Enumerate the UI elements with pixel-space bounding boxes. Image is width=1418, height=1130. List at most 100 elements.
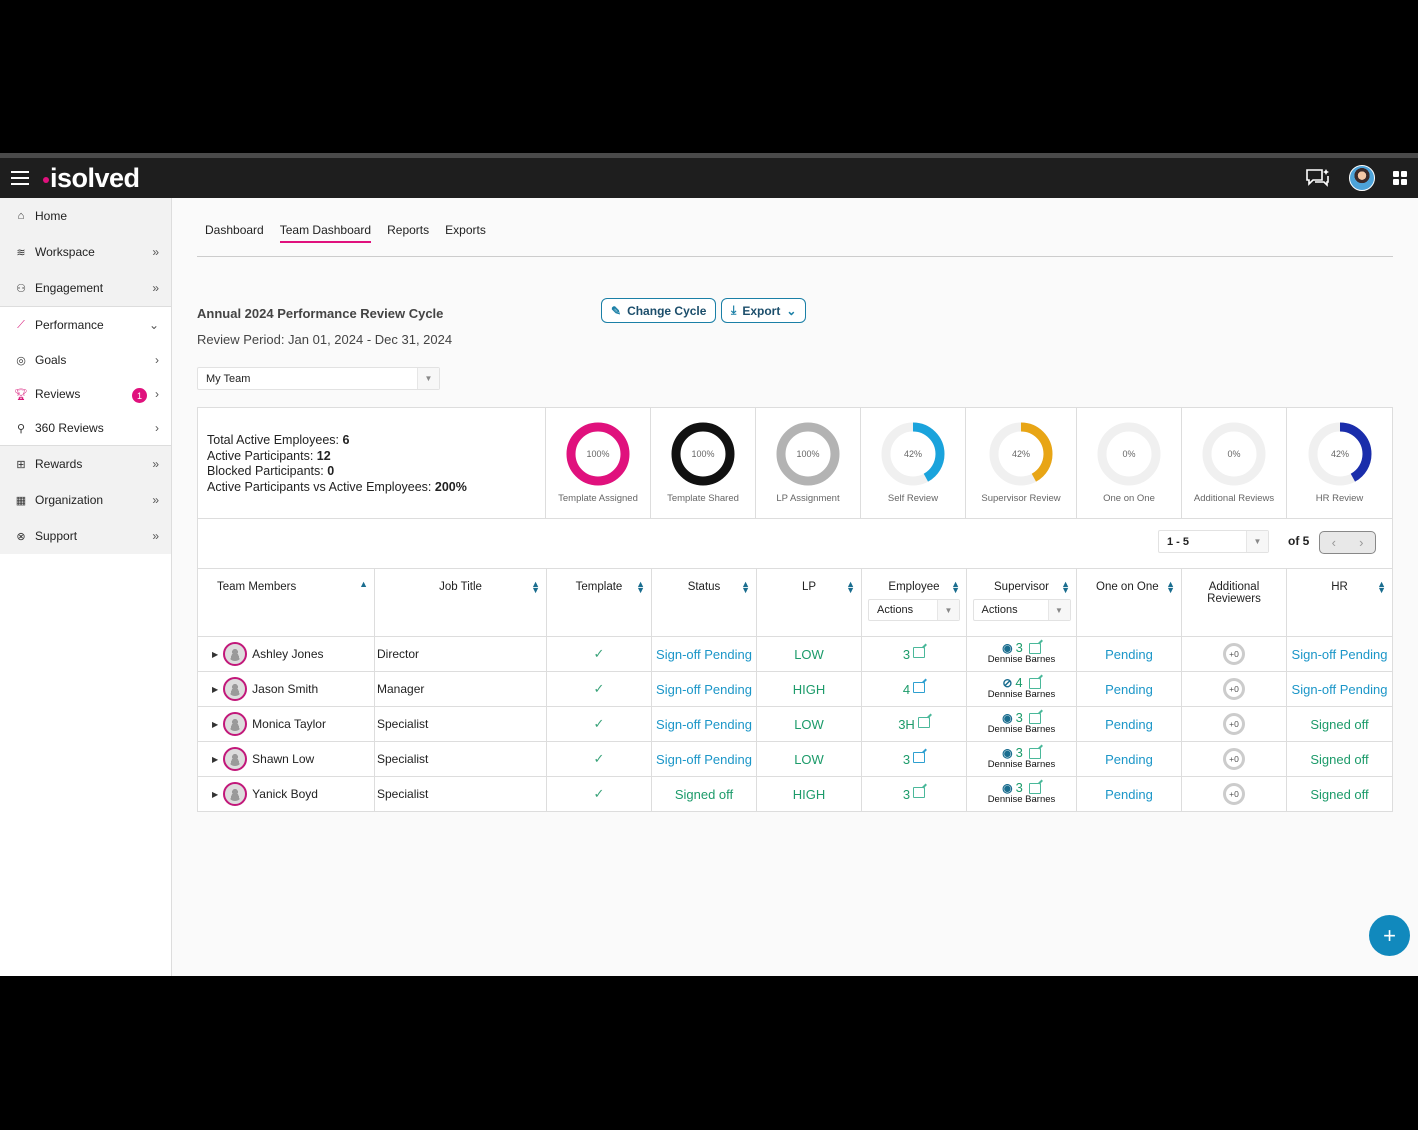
cell-additional[interactable]: +0 — [1181, 776, 1287, 812]
expand-row-icon[interactable]: ▶ — [212, 754, 219, 764]
sort-icon[interactable]: ▲ ▼ — [846, 579, 855, 595]
table-row[interactable]: ▶ Shawn Low Specialist ✓ Sign-off Pending… — [197, 741, 1393, 777]
sort-icon[interactable]: ▲ ▼ — [531, 579, 540, 595]
cell-status[interactable]: Sign-off Pending — [651, 741, 757, 777]
edit-icon[interactable] — [1028, 782, 1041, 794]
sidebar-item-organization[interactable]: ▦ Organization » — [0, 482, 171, 518]
table-row[interactable]: ▶ Monica Taylor Specialist ✓ Sign-off Pen… — [197, 706, 1393, 742]
table-row[interactable]: ▶ Jason Smith Manager ✓ Sign-off Pending … — [197, 671, 1393, 707]
cell-employee[interactable]: 3 — [861, 776, 967, 812]
sort-icon[interactable]: ▲ ▼ — [741, 579, 750, 595]
member-name[interactable]: Ashley Jones — [252, 647, 324, 661]
sort-icon[interactable]: ▲ ▼ — [1377, 579, 1386, 595]
sort-icon[interactable]: ▲ ▼ — [636, 579, 645, 595]
sort-icon[interactable]: ▲ ▼ — [951, 579, 960, 595]
edit-icon[interactable] — [1028, 642, 1041, 654]
col-status[interactable]: Status ▲ ▼ — [651, 568, 757, 637]
col-employee[interactable]: Employee ▲ ▼ Actions ▼ — [861, 568, 967, 637]
tab-team-dashboard[interactable]: Team Dashboard — [279, 223, 372, 243]
col-team-members[interactable]: Team Members ▲ — [197, 568, 375, 637]
expand-row-icon[interactable]: ▶ — [212, 789, 219, 799]
sidebar-item-workspace[interactable]: ≋ Workspace » — [0, 234, 171, 270]
member-name[interactable]: Monica Taylor — [252, 717, 326, 731]
eye-icon[interactable]: ◉ — [1002, 746, 1013, 760]
page-range-select[interactable]: 1 - 5 ▼ — [1158, 530, 1269, 553]
col-hr[interactable]: HR ▲ ▼ — [1286, 568, 1393, 637]
cell-supervisor[interactable]: ◉ 3 Dennise Barnes — [966, 741, 1077, 777]
col-template[interactable]: Template ▲ ▼ — [546, 568, 652, 637]
cell-one-on-one[interactable]: Pending — [1076, 741, 1182, 777]
member-name[interactable]: Yanick Boyd — [252, 787, 318, 801]
cell-status[interactable]: Sign-off Pending — [651, 706, 757, 742]
cell-hr[interactable]: Signed off — [1286, 741, 1393, 777]
edit-icon[interactable] — [913, 646, 926, 658]
cell-one-on-one[interactable]: Pending — [1076, 776, 1182, 812]
edit-icon[interactable] — [913, 751, 926, 763]
cell-hr[interactable]: Sign-off Pending — [1286, 671, 1393, 707]
edit-icon[interactable] — [1028, 677, 1041, 689]
add-fab-button[interactable]: + — [1369, 915, 1410, 956]
brand-logo[interactable]: isolved — [43, 163, 140, 194]
cell-employee[interactable]: 3 — [861, 636, 967, 672]
eye-off-icon[interactable]: ⊘ — [1002, 676, 1013, 690]
cell-supervisor[interactable]: ◉ 3 Dennise Barnes — [966, 706, 1077, 742]
cell-additional[interactable]: +0 — [1181, 636, 1287, 672]
add-reviewer-badge[interactable]: +0 — [1223, 643, 1245, 665]
member-name[interactable]: Shawn Low — [252, 752, 315, 766]
sort-asc-icon[interactable]: ▲ — [359, 579, 368, 589]
col-job-title[interactable]: Job Title ▲ ▼ — [374, 568, 547, 637]
expand-row-icon[interactable]: ▶ — [212, 684, 219, 694]
sidebar-item-reviews[interactable]: 🏆︎ Reviews 1 › — [0, 377, 171, 411]
cell-employee[interactable]: 4 — [861, 671, 967, 707]
member-name[interactable]: Jason Smith — [252, 682, 319, 696]
sort-icon[interactable]: ▲ ▼ — [1166, 579, 1175, 595]
edit-icon[interactable] — [1028, 747, 1041, 759]
employee-actions-select[interactable]: Actions ▼ — [868, 599, 960, 621]
export-button[interactable]: ⤓ Export ⌄ — [721, 298, 807, 323]
cell-employee[interactable]: 3H — [861, 706, 967, 742]
col-lp[interactable]: LP ▲ ▼ — [756, 568, 862, 637]
eye-icon[interactable]: ◉ — [1002, 781, 1013, 795]
cell-supervisor[interactable]: ◉ 3 Dennise Barnes — [966, 776, 1077, 812]
cell-status[interactable]: Sign-off Pending — [651, 636, 757, 672]
menu-icon[interactable] — [11, 171, 29, 185]
prev-page-button[interactable]: ‹ — [1331, 535, 1336, 550]
sidebar-item-engagement[interactable]: ⚇ Engagement » — [0, 270, 171, 306]
tab-exports[interactable]: Exports — [445, 223, 486, 237]
eye-icon[interactable]: ◉ — [1002, 641, 1013, 655]
cell-one-on-one[interactable]: Pending — [1076, 706, 1182, 742]
cell-hr[interactable]: Signed off — [1286, 776, 1393, 812]
apps-grid-icon[interactable] — [1393, 171, 1407, 185]
add-reviewer-badge[interactable]: +0 — [1223, 713, 1245, 735]
sidebar-item-goals[interactable]: ◎ Goals › — [0, 343, 171, 377]
cell-employee[interactable]: 3 — [861, 741, 967, 777]
edit-icon[interactable] — [917, 716, 930, 728]
team-select[interactable]: My Team ▼ — [197, 367, 440, 390]
user-avatar[interactable] — [1349, 165, 1375, 191]
sidebar-item-support[interactable]: ⊗ Support » — [0, 518, 171, 554]
edit-icon[interactable] — [913, 681, 926, 693]
cell-hr[interactable]: Signed off — [1286, 706, 1393, 742]
supervisor-actions-select[interactable]: Actions ▼ — [972, 599, 1071, 621]
add-reviewer-badge[interactable]: +0 — [1223, 748, 1245, 770]
edit-icon[interactable] — [913, 786, 926, 798]
change-cycle-button[interactable]: ✎ Change Cycle — [601, 298, 717, 323]
chat-sparkle-icon[interactable] — [1305, 167, 1331, 189]
cell-additional[interactable]: +0 — [1181, 741, 1287, 777]
cell-additional[interactable]: +0 — [1181, 706, 1287, 742]
cell-additional[interactable]: +0 — [1181, 671, 1287, 707]
expand-row-icon[interactable]: ▶ — [212, 719, 219, 729]
next-page-button[interactable]: › — [1359, 535, 1364, 550]
table-row[interactable]: ▶ Ashley Jones Director ✓ Sign-off Pendin… — [197, 636, 1393, 672]
sidebar-item-home[interactable]: ⌂ Home — [0, 198, 171, 234]
cell-hr[interactable]: Sign-off Pending — [1286, 636, 1393, 672]
sidebar-item-performance[interactable]: ⟋ Performance ⌄ — [0, 307, 171, 343]
cell-status[interactable]: Sign-off Pending — [651, 671, 757, 707]
sort-icon[interactable]: ▲ ▼ — [1061, 579, 1070, 595]
table-row[interactable]: ▶ Yanick Boyd Specialist ✓ Signed off HIG… — [197, 776, 1393, 812]
cell-supervisor[interactable]: ⊘ 4 Dennise Barnes — [966, 671, 1077, 707]
cell-one-on-one[interactable]: Pending — [1076, 671, 1182, 707]
eye-icon[interactable]: ◉ — [1002, 711, 1013, 725]
add-reviewer-badge[interactable]: +0 — [1223, 678, 1245, 700]
col-supervisor[interactable]: Supervisor ▲ ▼ Actions ▼ — [966, 568, 1077, 637]
